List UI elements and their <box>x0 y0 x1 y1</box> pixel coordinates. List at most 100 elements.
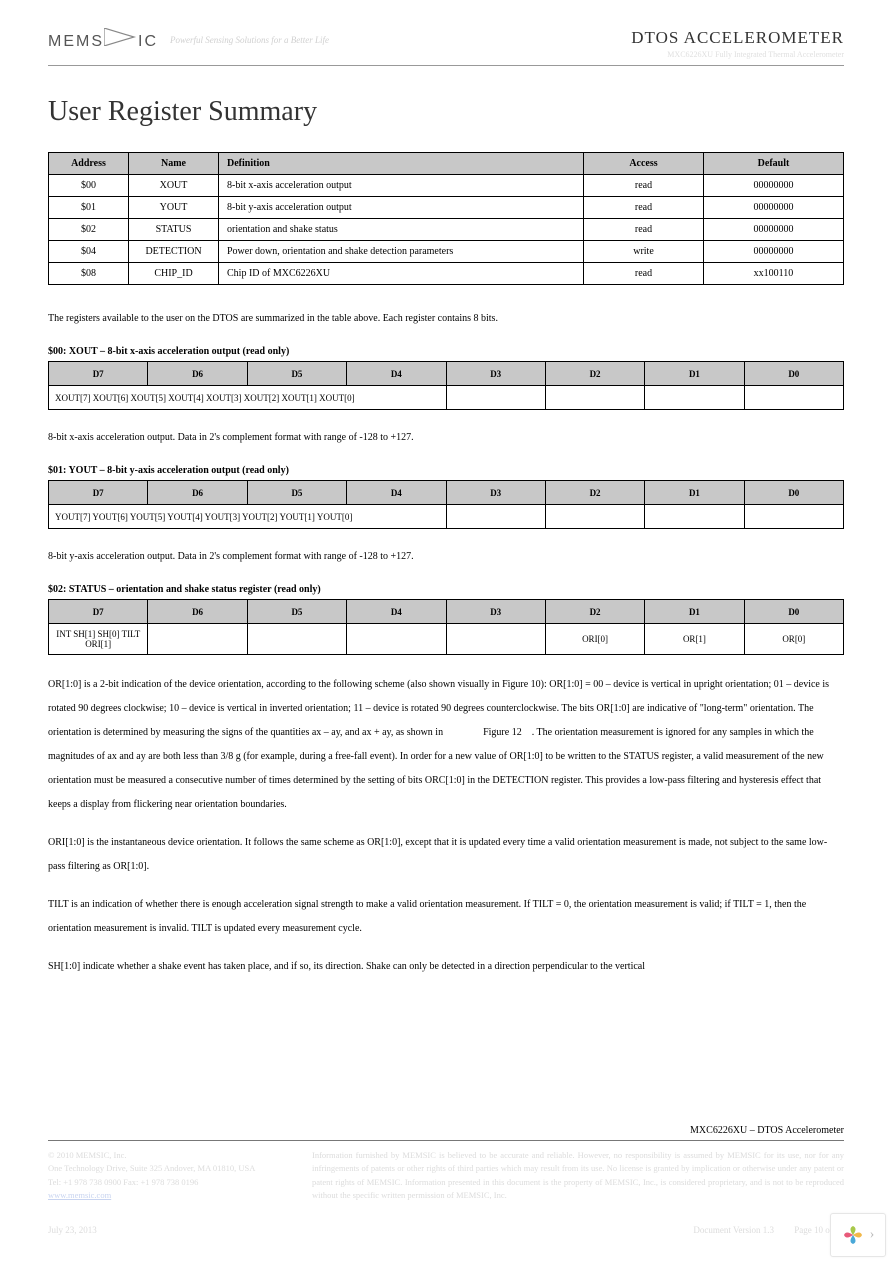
col-name: Name <box>129 153 219 175</box>
bit-label: SH[0] <box>98 629 120 639</box>
bit-cell: XOUT[7] XOUT[6] XOUT[5] XOUT[4] XOUT[3] … <box>49 386 447 410</box>
table-cell: orientation and shake status <box>219 219 584 241</box>
table-row: $00XOUT8-bit x-axis acceleration outputr… <box>49 175 844 197</box>
footer-version-page: Document Version 1.3 Page 10 of 17 <box>693 1225 844 1235</box>
reg00-bits-row: XOUT[7] XOUT[6] XOUT[5] XOUT[4] XOUT[3] … <box>49 386 844 410</box>
bit-cell <box>446 386 545 410</box>
bit-header: D4 <box>347 362 446 386</box>
bit-cell <box>446 505 545 529</box>
footer-tel: Tel: +1 978 738 0900 Fax: +1 978 738 019… <box>48 1176 288 1190</box>
table-cell: $08 <box>49 263 129 285</box>
para-or: OR[1:0] is a 2-bit indication of the dev… <box>48 673 844 817</box>
bit-cell <box>645 505 744 529</box>
bit-cell <box>645 386 744 410</box>
table-row: $08CHIP_IDChip ID of MXC6226XUreadxx1001… <box>49 263 844 285</box>
bits-header-row: D7D6D5D4D3D2D1D0 <box>49 600 844 624</box>
table-cell: read <box>584 175 704 197</box>
footer-date: July 23, 2013 <box>48 1225 97 1235</box>
chevron-right-icon: › <box>870 1227 875 1243</box>
para-text: . The orientation measurement is ignored… <box>48 727 824 810</box>
bits-header-row: D7D6D5D4D3D2D1D0 <box>49 481 844 505</box>
bit-cell <box>148 624 247 655</box>
table-cell: $00 <box>49 175 129 197</box>
bit-header: D0 <box>744 600 843 624</box>
reg01-bits-row: YOUT[7] YOUT[6] YOUT[5] YOUT[4] YOUT[3] … <box>49 505 844 529</box>
footer-address: © 2010 MEMSIC, Inc. One Technology Drive… <box>48 1149 288 1203</box>
table-cell: $04 <box>49 241 129 263</box>
bit-cell <box>545 386 644 410</box>
table-cell: 8-bit y-axis acceleration output <box>219 197 584 219</box>
bit-header: D6 <box>148 362 247 386</box>
reg01-desc: 8-bit y-axis acceleration output. Data i… <box>48 547 844 566</box>
bit-header: D3 <box>446 362 545 386</box>
table-cell: DETECTION <box>129 241 219 263</box>
section-title: User Register Summary <box>48 96 844 128</box>
bit-cell: OR[0] <box>744 624 843 655</box>
para-sh: SH[1:0] indicate whether a shake event h… <box>48 955 844 979</box>
table-header-row: Address Name Definition Access Default <box>49 153 844 175</box>
table-cell: 00000000 <box>704 175 844 197</box>
bit-header: D1 <box>645 362 744 386</box>
product-name: DTOS ACCELEROMETER <box>631 28 844 48</box>
tagline: Powerful Sensing Solutions for a Better … <box>170 35 329 45</box>
logo-triangle-icon <box>104 28 138 46</box>
bit-cell: INT SH[1] SH[0] TILT ORI[1] <box>49 624 148 655</box>
reg01-table: D7D6D5D4D3D2D1D0 YOUT[7] YOUT[6] YOUT[5]… <box>48 480 844 529</box>
bit-cell <box>744 505 843 529</box>
corner-badge[interactable]: › <box>830 1213 886 1257</box>
bit-header: D6 <box>148 481 247 505</box>
footer-addr: One Technology Drive, Suite 325 Andover,… <box>48 1162 288 1176</box>
bit-header: D6 <box>148 600 247 624</box>
bit-header: D7 <box>49 600 148 624</box>
bit-cell <box>545 505 644 529</box>
bit-header: D4 <box>347 600 446 624</box>
footer-rule <box>48 1140 844 1141</box>
footer-bottom: July 23, 2013 Document Version 1.3 Page … <box>48 1225 844 1235</box>
footer-url[interactable]: www.memsic.com <box>48 1189 288 1203</box>
product-subtitle: MXC6226XU Fully Integrated Thermal Accel… <box>631 50 844 59</box>
bit-cell <box>446 624 545 655</box>
table-cell: read <box>584 197 704 219</box>
reg01-heading: $01: YOUT – 8-bit y-axis acceleration ou… <box>48 465 844 476</box>
figure-ref: Figure 12 <box>483 727 522 738</box>
bit-header: D1 <box>645 481 744 505</box>
bit-label: SH[1] <box>73 629 95 639</box>
table-cell: write <box>584 241 704 263</box>
table-cell: 00000000 <box>704 219 844 241</box>
footer-product-line: MXC6226XU – DTOS Accelerometer <box>48 1125 844 1136</box>
table-cell: 8-bit x-axis acceleration output <box>219 175 584 197</box>
bit-header: D0 <box>744 362 843 386</box>
table-cell: read <box>584 219 704 241</box>
logo: MEMS IC Powerful Sensing Solutions for a … <box>48 28 329 51</box>
logo-text-main: MEMS <box>48 33 104 50</box>
bit-header: D2 <box>545 362 644 386</box>
col-definition: Definition <box>219 153 584 175</box>
bit-header: D3 <box>446 600 545 624</box>
para-ori: ORI[1:0] is the instantaneous device ori… <box>48 831 844 879</box>
footer: MXC6226XU – DTOS Accelerometer © 2010 ME… <box>48 1125 844 1203</box>
table-cell: Power down, orientation and shake detect… <box>219 241 584 263</box>
table-cell: YOUT <box>129 197 219 219</box>
reg02-table: D7D6D5D4D3D2D1D0 INT SH[1] SH[0] TILT OR… <box>48 599 844 655</box>
table-row: $04DETECTIONPower down, orientation and … <box>49 241 844 263</box>
table-row: $01YOUT8-bit y-axis acceleration outputr… <box>49 197 844 219</box>
bit-label: ORI[1] <box>85 639 111 649</box>
bits-header-row: D7D6D5D4D3D2D1D0 <box>49 362 844 386</box>
reg00-heading: $00: XOUT – 8-bit x-axis acceleration ou… <box>48 346 844 357</box>
flower-icon <box>842 1224 864 1246</box>
bit-header: D0 <box>744 481 843 505</box>
table-cell: read <box>584 263 704 285</box>
bit-cell <box>247 624 346 655</box>
logo-text-suffix: IC <box>138 33 158 50</box>
header-rule <box>48 65 844 66</box>
page-header: MEMS IC Powerful Sensing Solutions for a … <box>48 28 844 59</box>
table-cell: XOUT <box>129 175 219 197</box>
reg00-desc: 8-bit x-axis acceleration output. Data i… <box>48 428 844 447</box>
col-address: Address <box>49 153 129 175</box>
reg00-table: D7D6D5D4D3D2D1D0 XOUT[7] XOUT[6] XOUT[5]… <box>48 361 844 410</box>
logo-text: MEMS IC <box>48 28 158 51</box>
table-cell: 00000000 <box>704 241 844 263</box>
footer-copyright: © 2010 MEMSIC, Inc. <box>48 1149 288 1163</box>
bit-header: D7 <box>49 481 148 505</box>
bit-header: D3 <box>446 481 545 505</box>
